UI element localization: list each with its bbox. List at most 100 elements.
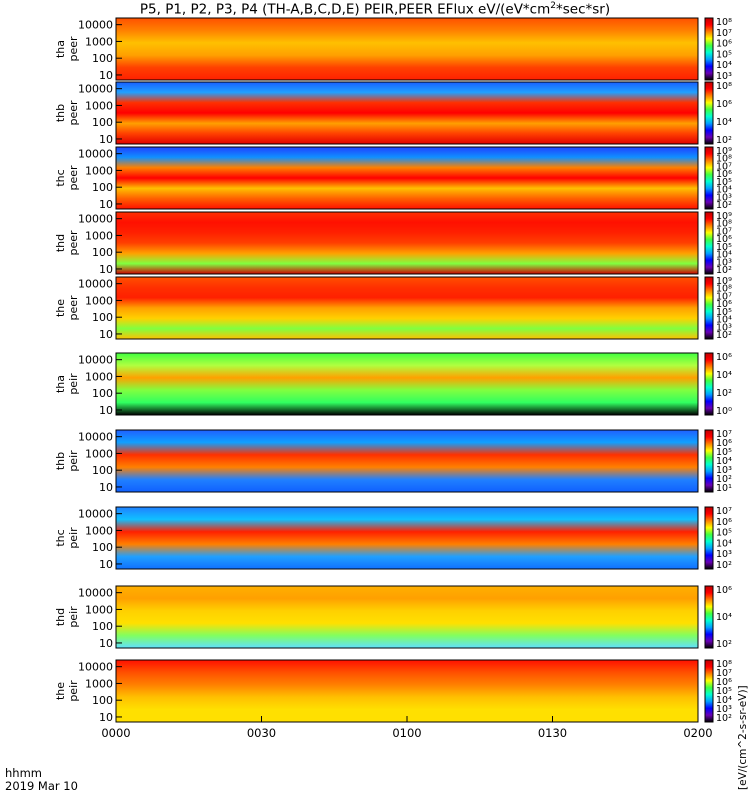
colorbar-tick-label: 10⁹	[716, 276, 732, 287]
colorbar	[704, 429, 714, 493]
colorbar	[704, 585, 714, 649]
y-tick-label: 1000	[85, 603, 113, 616]
colorbar-tick-label: 10⁴	[716, 612, 732, 623]
spectrogram-image	[116, 18, 698, 80]
spectrogram-panel-thb-peer: 10 100 1000 10000 thb peer 10⁸ 10⁶ 10⁴ 10²	[54, 81, 732, 146]
colorbar-tick-label: 10²	[716, 330, 732, 341]
colorbar-tick-label: 10²	[716, 265, 732, 276]
chart-title: P5, P1, P2, P3, P4 (TH-A,B,C,D,E) PEIR,P…	[139, 1, 611, 18]
spectrogram-panel-tha-peir: 10 100 1000 10000 tha peir 10⁶ 10⁴ 10² 10⁰	[54, 352, 732, 417]
plot-frame	[115, 146, 699, 210]
colorbar-tick-label: 10⁶	[716, 99, 732, 110]
panel-ylabel-probe: thc	[54, 529, 67, 546]
colorbar-units-label: [eV/(cm^2-s-sr-eV)]	[737, 685, 749, 790]
colorbar-tick-label: 10³	[716, 322, 732, 333]
colorbar-tick-label: 10⁷	[716, 668, 732, 679]
colorbar-tick-label: 10⁶	[716, 299, 732, 310]
panel-ylabel-probe: thd	[54, 234, 67, 252]
spectrogram-panel-thd-peir: 10 100 1000 10000 thd peir 10⁶ 10⁴ 10²	[54, 585, 732, 650]
panel-ylabel-species: peir	[67, 680, 80, 702]
colorbar-tick-label: 10³	[716, 465, 732, 476]
y-tick-label: 1000	[85, 370, 113, 383]
colorbar-tick-label: 10⁶	[716, 585, 732, 596]
colorbar-tick-label: 10⁹	[716, 146, 732, 157]
plot-frame	[115, 17, 699, 81]
plot-frame	[115, 585, 699, 649]
colorbar-tick-label: 10²	[716, 639, 732, 650]
colorbar-tick-label: 10⁷	[716, 226, 732, 237]
panel-ylabel-species: peir	[67, 373, 80, 395]
colorbar-tick-label: 10⁸	[716, 219, 732, 230]
y-tick-label: 10	[99, 263, 113, 276]
panel-ylabel-probe: thc	[54, 169, 67, 186]
spectrogram-image	[116, 353, 698, 415]
colorbar-tick-label: 10⁹	[716, 211, 732, 222]
x-tick-label: 0200	[683, 726, 712, 740]
y-tick-label: 1000	[85, 99, 113, 112]
panel-ylabel-probe: the	[54, 299, 67, 317]
x-tick-label: 0130	[538, 726, 567, 740]
x-tick-label: 0000	[101, 726, 130, 740]
colorbar-tick-label: 10⁸	[716, 17, 732, 28]
y-tick-label: 10	[99, 404, 113, 417]
y-tick-label: 10	[99, 328, 113, 341]
y-tick-label: 1000	[85, 294, 113, 307]
y-tick-label: 100	[92, 52, 113, 65]
colorbar-tick-label: 10⁰	[716, 406, 732, 417]
y-tick-label: 1000	[85, 524, 113, 537]
colorbar-tick-label: 10³	[716, 257, 732, 268]
colorbar-tick-label: 10⁸	[716, 81, 732, 92]
colorbar-tick-label: 10⁴	[716, 185, 732, 196]
y-tick-label: 10	[99, 198, 113, 211]
y-tick-label: 100	[92, 181, 113, 194]
colorbar-tick-label: 10⁸	[716, 659, 732, 670]
panel-ylabel-species: peer	[67, 295, 80, 321]
y-tick-label: 1000	[85, 447, 113, 460]
colorbar-tick-label: 10⁵	[716, 49, 732, 60]
x-tick-label: 0100	[392, 726, 421, 740]
colorbar-tick-label: 10³	[716, 192, 732, 203]
colorbar-tick-label: 10⁴	[716, 117, 732, 128]
colorbar	[704, 17, 714, 81]
y-tick-label: 10	[99, 637, 113, 650]
colorbar-tick-label: 10⁴	[716, 695, 732, 706]
colorbar-tick-label: 10¹	[716, 483, 732, 494]
x-tick-label: 0030	[247, 726, 276, 740]
plot-frame	[115, 429, 699, 493]
colorbar	[704, 352, 714, 416]
y-tick-label: 10000	[78, 431, 113, 444]
colorbar-tick-label: 10²	[716, 713, 732, 724]
colorbar-tick-label: 10³	[716, 71, 732, 82]
colorbar-tick-label: 10⁴	[716, 370, 732, 381]
spectrogram-image	[116, 430, 698, 492]
panel-ylabel-probe: tha	[54, 40, 67, 58]
y-tick-label: 10000	[78, 587, 113, 600]
panel-ylabel-probe: tha	[54, 375, 67, 393]
colorbar-tick-label: 10³	[716, 704, 732, 715]
colorbar-tick-label: 10⁵	[716, 177, 732, 188]
panel-ylabel-species: peir	[67, 527, 80, 549]
colorbar-tick-label: 10⁶	[716, 352, 732, 363]
colorbar	[704, 276, 714, 340]
colorbar-tick-label: 10⁷	[716, 506, 732, 517]
spectrogram-image	[116, 277, 698, 339]
colorbar-tick-label: 10⁶	[716, 234, 732, 245]
plot-frame	[115, 352, 699, 416]
y-tick-label: 10000	[78, 83, 113, 96]
y-tick-label: 100	[92, 464, 113, 477]
y-tick-label: 1000	[85, 35, 113, 48]
y-tick-label: 100	[92, 387, 113, 400]
y-tick-label: 1000	[85, 164, 113, 177]
colorbar	[704, 146, 714, 210]
y-tick-label: 10	[99, 133, 113, 146]
plot-frame	[115, 276, 699, 340]
y-tick-label: 10000	[78, 508, 113, 521]
colorbar-tick-label: 10⁵	[716, 447, 732, 458]
panel-ylabel-probe: thb	[54, 452, 67, 470]
x-axis-date-label: 2019 Mar 10	[5, 779, 78, 793]
